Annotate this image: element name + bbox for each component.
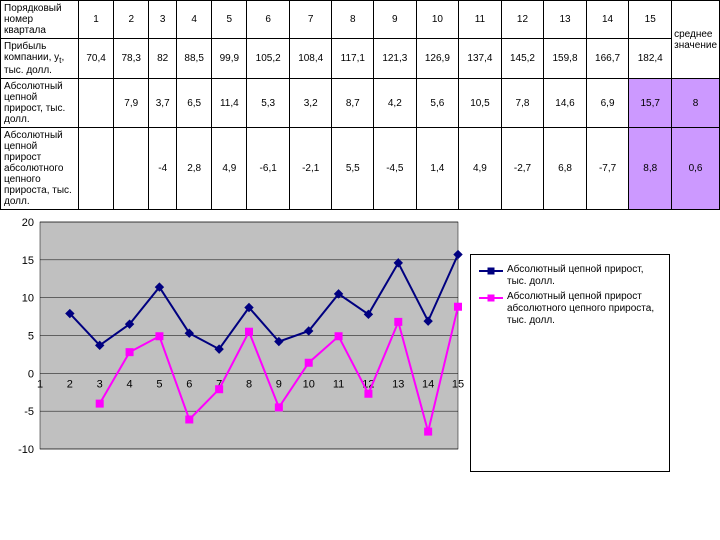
svg-text:20: 20: [22, 217, 34, 229]
quarter-number-cell: 2: [114, 1, 149, 39]
svg-text:10: 10: [22, 293, 34, 305]
legend-label: Абсолютный цепной прирост абсолютного це…: [507, 291, 661, 327]
quarter-number-cell: 8: [332, 1, 374, 39]
abs-chain2-cell: [114, 128, 149, 210]
quarter-number-cell: 4: [177, 1, 212, 39]
abs-chain-cell: 5,6: [416, 79, 459, 128]
profit-cell: 121,3: [374, 39, 417, 79]
svg-text:6: 6: [186, 378, 192, 390]
abs-chain2-cell: -2,1: [289, 128, 332, 210]
legend-item: Абсолютный цепной прирост, тыс. долл.: [479, 264, 661, 288]
chart-legend: Абсолютный цепной прирост, тыс. долл. Абс…: [470, 254, 670, 472]
row-label-abs-chain2: Абсолютный цепной прирост абсолютного це…: [1, 128, 79, 210]
svg-text:13: 13: [392, 378, 404, 390]
profit-cell: 88,5: [177, 39, 212, 79]
quarter-number-cell: 13: [544, 1, 587, 39]
abs-chain-cell: 3,7: [149, 79, 177, 128]
svg-text:15: 15: [452, 378, 464, 390]
svg-text:5: 5: [156, 378, 162, 390]
abs-chain-cell: 11,4: [212, 79, 247, 128]
profit-cell: 108,4: [289, 39, 332, 79]
abs-chain2-cell: 8,8: [629, 128, 672, 210]
profit-cell: 99,9: [212, 39, 247, 79]
svg-text:10: 10: [303, 378, 315, 390]
legend-swatch: [479, 265, 503, 277]
abs-chain2-cell: [79, 128, 114, 210]
abs-chain2-mean: 0,6: [672, 128, 720, 210]
abs-chain-cell: [79, 79, 114, 128]
svg-text:0: 0: [28, 368, 34, 380]
quarter-number-cell: 5: [212, 1, 247, 39]
abs-chain-cell: 15,7: [629, 79, 672, 128]
legend-label: Абсолютный цепной прирост, тыс. долл.: [507, 264, 661, 288]
svg-text:9: 9: [276, 378, 282, 390]
chart-area: -10-505101520123456789101112131415 Абсол…: [0, 214, 720, 472]
legend-item: Абсолютный цепной прирост абсолютного це…: [479, 291, 661, 327]
abs-chain2-cell: 1,4: [416, 128, 459, 210]
abs-chain-cell: 7,9: [114, 79, 149, 128]
abs-chain2-cell: -7,7: [586, 128, 629, 210]
quarter-number-cell: 10: [416, 1, 459, 39]
profit-cell: 117,1: [332, 39, 374, 79]
abs-chain2-cell: -6,1: [247, 128, 290, 210]
abs-chain-cell: 10,5: [459, 79, 502, 128]
abs-chain-cell: 6,9: [586, 79, 629, 128]
quarter-number-cell: 7: [289, 1, 332, 39]
abs-chain2-cell: 5,5: [332, 128, 374, 210]
legend-swatch: [479, 292, 503, 304]
svg-text:8: 8: [246, 378, 252, 390]
abs-chain2-cell: -4,5: [374, 128, 417, 210]
abs-chain-cell: 3,2: [289, 79, 332, 128]
svg-text:2: 2: [67, 378, 73, 390]
abs-chain-cell: 8,7: [332, 79, 374, 128]
abs-chain-cell: 7,8: [501, 79, 544, 128]
quarter-number-cell: 6: [247, 1, 290, 39]
line-chart-svg: -10-505101520123456789101112131415: [6, 214, 466, 469]
svg-text:3: 3: [97, 378, 103, 390]
profit-cell: 137,4: [459, 39, 502, 79]
abs-chain-cell: 6,5: [177, 79, 212, 128]
abs-chain2-cell: 4,9: [459, 128, 502, 210]
svg-text:11: 11: [333, 378, 344, 390]
profit-cell: 82: [149, 39, 177, 79]
row-label-profit: Прибыль компании, yt, тыс. долл.: [1, 39, 79, 79]
quarter-number-cell: 14: [586, 1, 629, 39]
profit-cell: 126,9: [416, 39, 459, 79]
abs-chain2-cell: 2,8: [177, 128, 212, 210]
profit-cell: 145,2: [501, 39, 544, 79]
svg-text:14: 14: [422, 378, 434, 390]
quarter-number-cell: 9: [374, 1, 417, 39]
data-table-container: Порядковый номер квартала123456789101112…: [0, 0, 720, 210]
svg-text:-10: -10: [18, 444, 34, 456]
svg-text:5: 5: [28, 331, 34, 343]
row-label-quarter: Порядковый номер квартала: [1, 1, 79, 39]
quarter-number-cell: 3: [149, 1, 177, 39]
svg-text:15: 15: [22, 255, 34, 267]
data-table: Порядковый номер квартала123456789101112…: [0, 0, 720, 210]
abs-chain2-cell: 4,9: [212, 128, 247, 210]
profit-cell: 166,7: [586, 39, 629, 79]
quarter-number-cell: 1: [79, 1, 114, 39]
quarter-number-cell: 11: [459, 1, 502, 39]
abs-chain-mean: 8: [672, 79, 720, 128]
abs-chain2-cell: -2,7: [501, 128, 544, 210]
quarter-number-cell: 15: [629, 1, 672, 39]
profit-cell: 78,3: [114, 39, 149, 79]
abs-chain-cell: 5,3: [247, 79, 290, 128]
abs-chain-cell: 4,2: [374, 79, 417, 128]
svg-text:4: 4: [127, 378, 133, 390]
quarter-number-cell: 12: [501, 1, 544, 39]
abs-chain2-cell: 6,8: [544, 128, 587, 210]
profit-cell: 182,4: [629, 39, 672, 79]
profit-cell: 70,4: [79, 39, 114, 79]
profit-cell: 159,8: [544, 39, 587, 79]
profit-cell: 105,2: [247, 39, 290, 79]
svg-text:-5: -5: [24, 406, 34, 418]
abs-chain2-cell: -4: [149, 128, 177, 210]
abs-chain-cell: 14,6: [544, 79, 587, 128]
svg-text:1: 1: [37, 378, 43, 390]
row-label-abs-chain: Абсолютный цепной прирост, тыс. долл.: [1, 79, 79, 128]
chart-plot: -10-505101520123456789101112131415: [6, 214, 466, 472]
mean-header: среднее значение: [672, 1, 720, 79]
